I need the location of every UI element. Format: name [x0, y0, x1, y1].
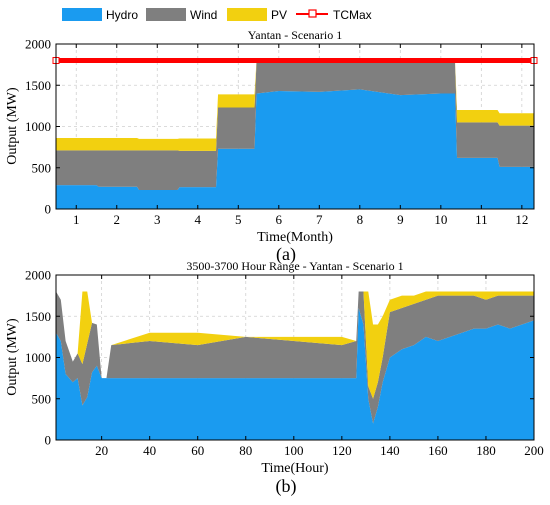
x-tick-label: 80 [239, 443, 252, 458]
x-tick-label: 160 [428, 443, 448, 458]
legend-label-hydro: Hydro [106, 8, 138, 22]
x-tick-label: 10 [434, 212, 447, 227]
y-tick-label: 500 [32, 391, 52, 406]
x-tick-label: 2 [114, 212, 121, 227]
legend: Hydro Wind PV TCMax [62, 8, 372, 22]
legend-item-pv: PV [227, 8, 287, 22]
legend-item-hydro: Hydro [62, 8, 138, 22]
y-tick-label: 1500 [25, 78, 51, 93]
x-tick-label: 100 [284, 443, 304, 458]
y-tick-label: 2000 [25, 37, 51, 52]
area-hydro [56, 89, 534, 209]
chart-title-a: Yantan - Scenario 1 [248, 28, 342, 42]
legend-swatch-wind [146, 8, 186, 21]
x-tick-label: 200 [524, 443, 544, 458]
areas-a [56, 60, 534, 209]
y-tick-label: 2000 [25, 268, 51, 283]
x-tick-label: 20 [95, 443, 108, 458]
y-tick-label: 0 [45, 433, 52, 448]
y-tick-label: 1000 [25, 350, 51, 365]
panel-label-a: (a) [276, 244, 296, 265]
x-tick-label: 6 [276, 212, 283, 227]
area-pv [56, 60, 534, 151]
x-tick-label: 140 [380, 443, 400, 458]
y-tick-label: 500 [32, 160, 52, 175]
x-tick-label: 12 [515, 212, 528, 227]
x-tick-label: 180 [476, 443, 496, 458]
chart-panel-b: 3500-3700 Hour Range - Yantan - Scenario… [5, 259, 544, 497]
legend-swatch-pv [227, 8, 267, 21]
x-tick-label: 40 [143, 443, 156, 458]
x-axis-label-a: Time(Month) [257, 230, 333, 245]
panel-label-b: (b) [276, 476, 297, 497]
x-tick-label: 7 [316, 212, 323, 227]
legend-marker-tcmax [308, 9, 317, 18]
x-tick-label: 9 [397, 212, 404, 227]
y-tick-label: 1000 [25, 119, 51, 134]
ticks-b: 20 40 60 80 100 120 140 160 180 20005001000150020… [25, 268, 544, 459]
legend-label-pv: PV [271, 8, 287, 22]
tcmax-a [52, 57, 538, 64]
x-tick-label: 3 [154, 212, 161, 227]
legend-label-wind: Wind [190, 8, 217, 22]
legend-swatch-hydro [62, 8, 102, 21]
y-axis-label-b: Output (MW) [5, 318, 20, 396]
legend-item-wind: Wind [146, 8, 217, 22]
x-tick-label: 1 [73, 212, 80, 227]
areas-b [56, 291, 534, 440]
chart-title-b: 3500-3700 Hour Range - Yantan - Scenario… [186, 259, 403, 273]
y-tick-label: 1500 [25, 309, 51, 324]
y-tick-label: 0 [45, 202, 52, 217]
chart-panel-a: Yantan - Scenario 1 1 2 3 4 5 6 7 8 9 10 11 1205001… [5, 28, 538, 265]
y-axis-label-a: Output (MW) [5, 87, 20, 165]
x-tick-label: 8 [357, 212, 364, 227]
area-wind [56, 62, 534, 191]
area-wind [56, 291, 534, 424]
x-tick-label: 5 [235, 212, 242, 227]
legend-label-tcmax: TCMax [333, 8, 372, 22]
x-tick-label: 120 [332, 443, 352, 458]
x-tick-label: 11 [475, 212, 488, 227]
x-axis-label-b: Time(Hour) [261, 461, 328, 476]
x-tick-label: 4 [195, 212, 202, 227]
x-tick-label: 60 [191, 443, 204, 458]
legend-item-tcmax: TCMax [296, 8, 372, 22]
area-hydro [56, 308, 534, 440]
